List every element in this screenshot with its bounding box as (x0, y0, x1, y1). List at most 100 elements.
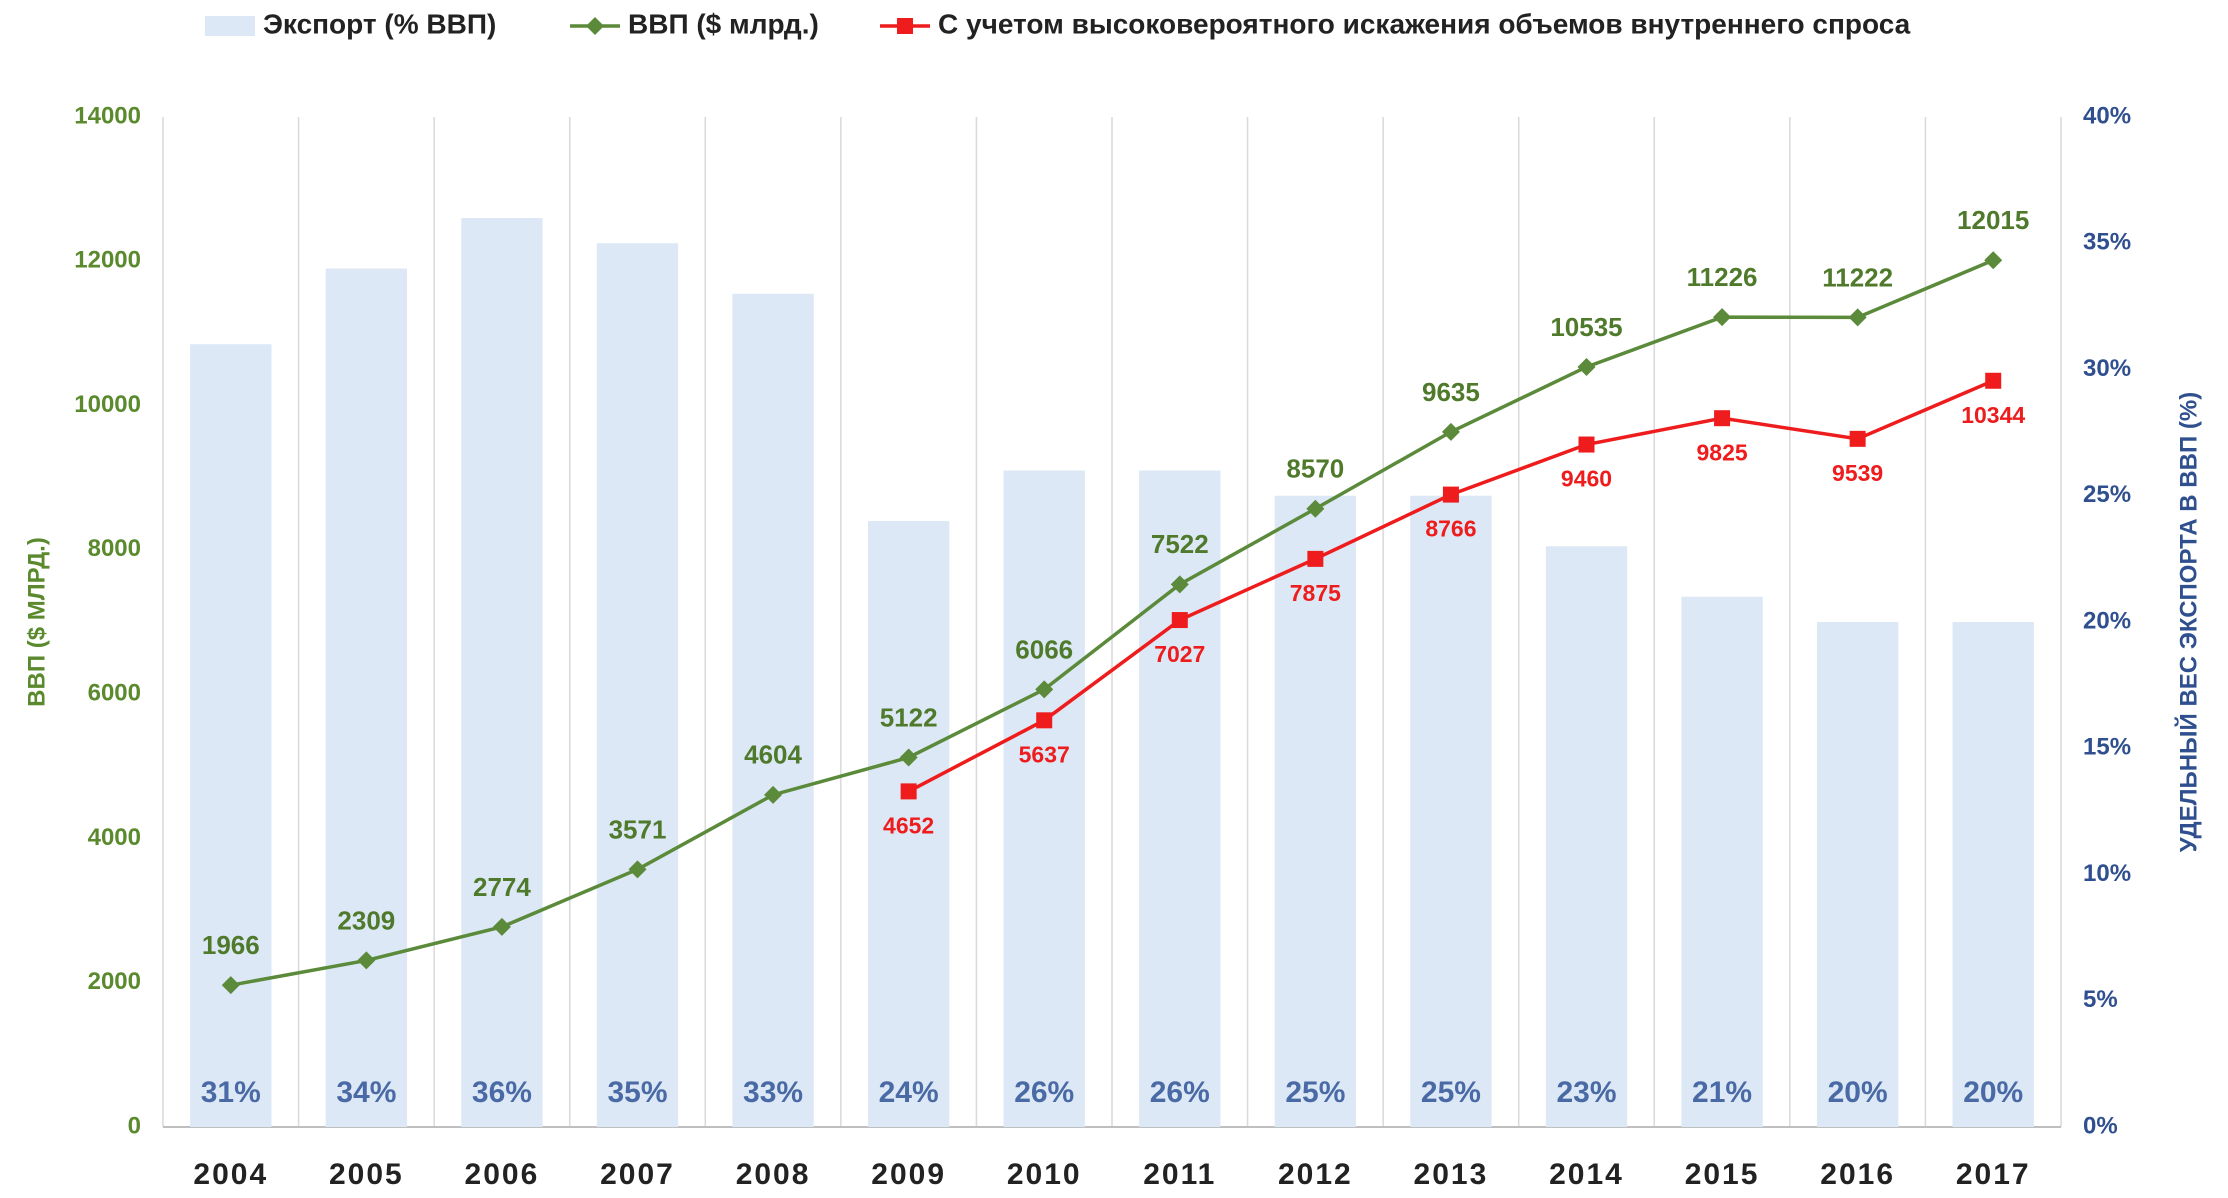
y2-tick-label: 25% (2083, 481, 2131, 508)
y-axis-label: ВВП ($ МЛРД.) (23, 537, 50, 707)
legend-marker (897, 18, 913, 34)
y-tick-label: 0 (128, 1112, 141, 1139)
bar-label: 35% (607, 1076, 667, 1109)
marker (1848, 308, 1867, 327)
data-label: 2774 (473, 872, 531, 902)
x-tick-label: 2007 (600, 1158, 675, 1191)
bar (1681, 596, 1763, 1127)
bar-label: 33% (743, 1076, 803, 1109)
marker (1035, 680, 1054, 699)
data-label: 10535 (1550, 312, 1622, 342)
data-label: 7522 (1151, 529, 1209, 559)
bar-label: 26% (1014, 1076, 1074, 1109)
bar-label: 31% (201, 1076, 261, 1109)
y-tick-label: 6000 (88, 679, 141, 706)
bar-label: 25% (1421, 1076, 1481, 1109)
bar (1952, 622, 2034, 1127)
x-tick-label: 2017 (1956, 1158, 2031, 1191)
bar (1003, 470, 1085, 1127)
marker (628, 860, 647, 879)
marker (357, 951, 376, 970)
data-label: 6066 (1015, 634, 1073, 664)
legend-label: ВВП ($ млрд.) (628, 8, 819, 39)
data-label: 3571 (609, 814, 667, 844)
bar-label: 20% (1828, 1076, 1888, 1109)
data-label: 12015 (1957, 205, 2029, 235)
bar-label: 36% (472, 1076, 532, 1109)
x-tick-label: 2005 (329, 1158, 404, 1191)
bar (190, 344, 272, 1127)
marker (1714, 410, 1731, 427)
legend-marker (586, 17, 604, 35)
x-tick-label: 2016 (1820, 1158, 1895, 1191)
bar (1816, 622, 1899, 1127)
marker (1306, 499, 1325, 518)
bar-label: 26% (1150, 1076, 1210, 1109)
y-tick-label: 4000 (88, 824, 141, 851)
y2-tick-label: 20% (2083, 607, 2131, 634)
x-tick-label: 2013 (1414, 1158, 1489, 1191)
marker (1171, 612, 1188, 629)
data-label: 8766 (1425, 516, 1476, 542)
marker (900, 783, 917, 800)
x-tick-label: 2014 (1549, 1158, 1624, 1191)
bar-label: 25% (1285, 1076, 1345, 1109)
y2-tick-label: 5% (2083, 986, 2118, 1013)
y-tick-label: 2000 (88, 968, 141, 995)
x-tick-label: 2008 (736, 1158, 811, 1191)
marker (1170, 575, 1189, 594)
x-tick-label: 2004 (193, 1158, 268, 1191)
bar (461, 218, 543, 1127)
bar (325, 268, 408, 1127)
x-tick-label: 2011 (1143, 1158, 1216, 1191)
y2-tick-label: 40% (2083, 102, 2131, 129)
x-tick-label: 2015 (1685, 1158, 1760, 1191)
marker (899, 748, 918, 767)
y2-tick-label: 10% (2083, 860, 2131, 887)
marker (221, 976, 240, 995)
bar (1545, 546, 1628, 1127)
bar-label: 24% (879, 1076, 939, 1109)
marker (1985, 372, 2002, 389)
data-label: 10344 (1961, 402, 2025, 428)
marker (1441, 422, 1460, 441)
data-label: 4604 (744, 740, 802, 770)
data-label: 4652 (883, 812, 934, 838)
x-tick-label: 2010 (1007, 1158, 1082, 1191)
y2-tick-label: 30% (2083, 355, 2131, 382)
legend-label: Экспорт (% ВВП) (263, 8, 496, 39)
data-label: 9539 (1832, 460, 1883, 486)
data-label: 7875 (1290, 580, 1341, 606)
bar (1410, 495, 1492, 1127)
x-tick-label: 2006 (465, 1158, 540, 1191)
marker (1578, 436, 1595, 453)
marker (1036, 712, 1053, 729)
data-label: 1966 (202, 930, 260, 960)
legend-swatch (205, 16, 255, 36)
bar (867, 521, 950, 1127)
y2-axis-label: УДЕЛЬНЫЙ ВЕС ЭКСПОРТА В ВВП (%) (2174, 392, 2202, 852)
marker (1577, 357, 1596, 376)
x-tick-label: 2012 (1278, 1158, 1353, 1191)
marker (1849, 430, 1866, 447)
bar-label: 23% (1556, 1076, 1616, 1109)
data-label: 5122 (880, 702, 938, 732)
data-label: 7027 (1154, 641, 1205, 667)
bar-label: 21% (1692, 1076, 1752, 1109)
x-tick-label: 2009 (871, 1158, 946, 1191)
bar-label: 20% (1963, 1076, 2023, 1109)
marker (1307, 550, 1324, 567)
data-label: 5637 (1019, 741, 1070, 767)
y-tick-label: 14000 (74, 102, 141, 129)
y2-tick-label: 15% (2083, 734, 2131, 761)
line (230, 258, 1994, 987)
marker (1442, 486, 1459, 503)
bar (596, 243, 679, 1127)
data-label: 2309 (337, 905, 395, 935)
legend-label: С учетом высоковероятного искажения объе… (938, 8, 1911, 39)
y-tick-label: 8000 (88, 535, 141, 562)
data-label: 8570 (1286, 454, 1344, 484)
marker (492, 917, 511, 936)
bar (732, 293, 814, 1127)
